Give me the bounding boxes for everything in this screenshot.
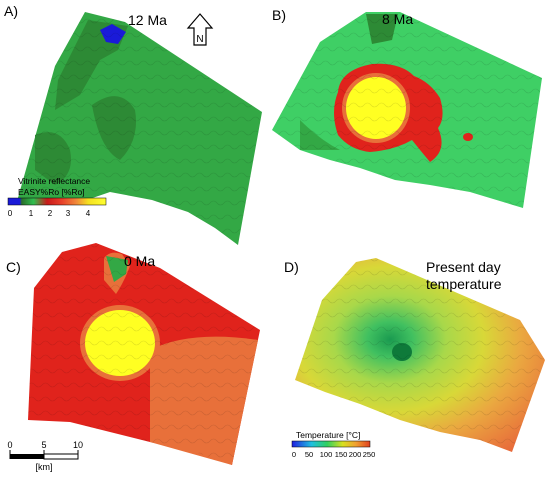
vr-tick-1: 1 [29, 209, 34, 218]
panel-d-letter: D) [284, 259, 299, 275]
vr-legend: Vitrinite reflectance EASY%Ro [%Ro] 0 1 … [7, 176, 107, 218]
temp-tick-50: 50 [305, 450, 313, 459]
vr-legend-colorbar [7, 197, 107, 206]
temp-tick-100: 100 [320, 450, 333, 459]
scale-unit: [km] [36, 462, 53, 472]
temp-legend-colorbar [291, 440, 371, 448]
temp-tick-150: 150 [335, 450, 348, 459]
north-arrow-icon: N [186, 13, 214, 46]
vr-tick-3: 3 [66, 209, 71, 218]
panel-d-title-line2: temperature [426, 276, 502, 292]
panel-b-letter: B) [272, 7, 286, 23]
scale-bar: 0 5 10 [km] [7, 440, 83, 472]
scale-bar-segment [10, 454, 44, 459]
panel-c-letter: C) [6, 259, 21, 275]
panel-c: C) 0 Ma 0 5 10 [km] [6, 243, 260, 472]
panel-d-title-line1: Present day [426, 259, 501, 275]
scale-tick-10: 10 [73, 440, 83, 450]
panel-a: A) 12 Ma N Vitrinite reflectance EASY%Ro… [4, 3, 262, 245]
panel-a-letter: A) [4, 3, 18, 19]
scale-tick-5: 5 [41, 440, 46, 450]
vr-tick-2: 2 [48, 209, 53, 218]
temp-legend-title: Temperature [°C] [296, 430, 360, 440]
panel-b-age: 8 Ma [382, 11, 413, 27]
scale-tick-0: 0 [7, 440, 12, 450]
temp-legend: Temperature [°C] 0 50 100 150 200 250 [291, 430, 376, 459]
north-label: N [196, 34, 203, 45]
vr-legend-title-2: EASY%Ro [%Ro] [18, 187, 85, 197]
vr-tick-0: 0 [8, 209, 13, 218]
vr-tick-4: 4 [86, 209, 91, 218]
panel-a-age: 12 Ma [128, 12, 167, 28]
temp-tick-200: 200 [349, 450, 362, 459]
panel-c-age: 0 Ma [124, 253, 155, 269]
vr-legend-title-1: Vitrinite reflectance [18, 176, 90, 186]
temp-tick-0: 0 [292, 450, 296, 459]
panel-d: D) Present day temperature Temperature [… [284, 258, 545, 459]
scale-bar-segment [43, 453, 79, 460]
temp-tick-250: 250 [363, 450, 376, 459]
panel-b: B) 8 Ma [272, 7, 542, 208]
